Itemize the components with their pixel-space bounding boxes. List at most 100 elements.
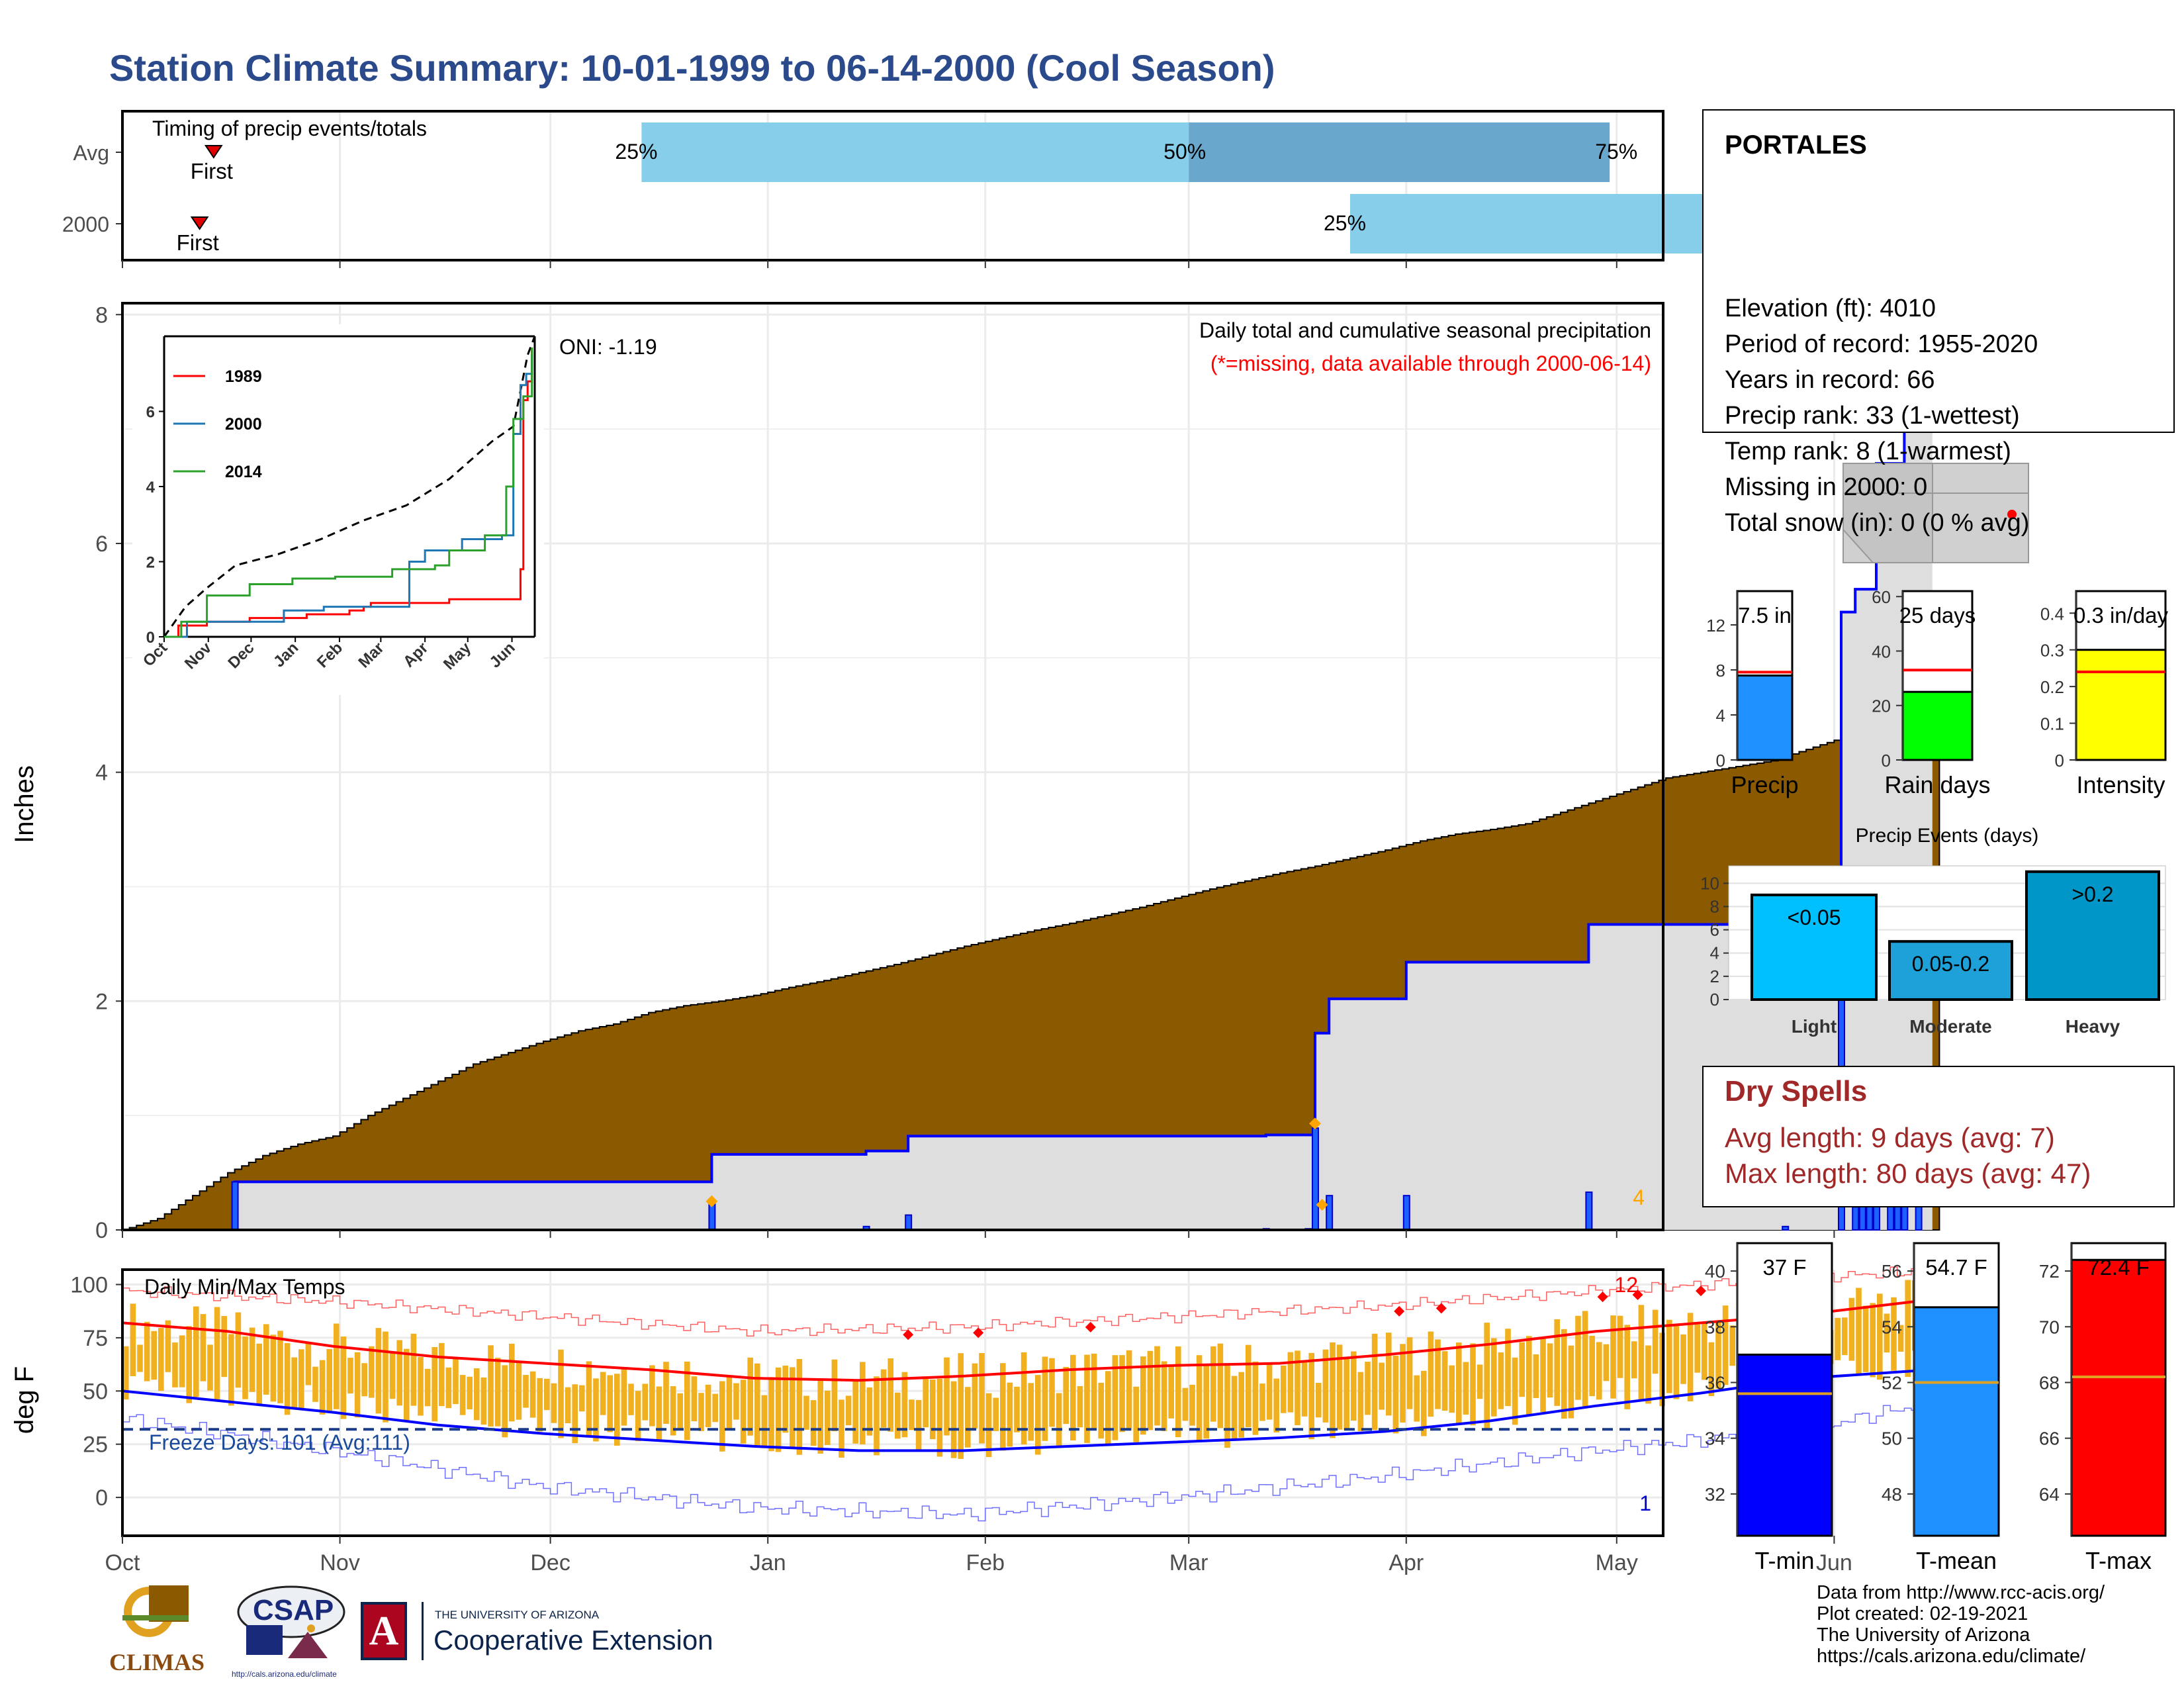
- precip-events-y-tick-label: 6: [1710, 920, 1719, 940]
- month-tick-label: Feb: [966, 1550, 1005, 1575]
- daily-temp-bar: [1042, 1356, 1048, 1441]
- daily-temp-bar: [1070, 1354, 1076, 1441]
- rain-days-gauge-y-tick-label: 60: [1872, 587, 1891, 607]
- temp-y-tick-label: 0: [95, 1485, 108, 1511]
- precip-event-bar-label: >0.2: [2071, 882, 2113, 906]
- daily-temp-bar: [544, 1378, 550, 1411]
- daily-temp-bar: [418, 1356, 424, 1416]
- daily-temp-bar: [424, 1368, 431, 1407]
- daily-temp-bar: [1519, 1342, 1525, 1397]
- daily-temp-bar: [726, 1376, 733, 1429]
- tmax-gauge-value-label: 72.4 F: [2087, 1255, 2150, 1280]
- daily-temp-bar: [691, 1376, 698, 1422]
- daily-temp-bar: [1266, 1362, 1273, 1420]
- page-title: Station Climate Summary: 10-01-1999 to 0…: [109, 47, 1275, 89]
- daily-temp-bar: [649, 1365, 655, 1427]
- daily-temp-bar: [1168, 1366, 1174, 1419]
- intensity-gauge-label: Intensity: [2076, 771, 2165, 798]
- inset-y-tick-label: 6: [146, 404, 155, 422]
- daily-precip-bar: [1326, 1195, 1334, 1231]
- daily-precip-bar: [1402, 1195, 1410, 1231]
- temp-panel-title: Daily Min/Max Temps: [144, 1275, 345, 1299]
- temp-y-axis-label: deg F: [10, 1366, 39, 1434]
- station-elevation: Elevation (ft): 4010: [1725, 295, 1936, 322]
- daily-temp-bar: [656, 1386, 662, 1440]
- daily-temp-bar: [1365, 1362, 1371, 1415]
- daily-precip-bar: [231, 1181, 239, 1231]
- daily-temp-bar: [1449, 1365, 1455, 1413]
- daily-temp-bar: [1175, 1346, 1181, 1438]
- daily-temp-bar: [852, 1380, 858, 1444]
- daily-temp-bar: [1386, 1333, 1392, 1416]
- daily-temp-bar: [635, 1391, 641, 1442]
- precip-event-category-label: Heavy: [2066, 1016, 2120, 1037]
- tmax-gauge-y-tick-label: 70: [2039, 1317, 2060, 1337]
- precip-event-bar: [1751, 893, 1878, 1002]
- daily-temp-bar: [172, 1342, 178, 1387]
- daily-temp-bar: [1512, 1357, 1518, 1425]
- record-high-marker: [1085, 1321, 1096, 1333]
- daily-temp-bar: [1007, 1382, 1013, 1447]
- station-info-box: PORTALES Elevation (ft): 4010 Period of …: [1702, 109, 2175, 537]
- daily-temp-bar: [1540, 1336, 1546, 1413]
- daily-temp-bar: [1428, 1331, 1434, 1417]
- first-event-marker: [190, 216, 209, 230]
- southwest-map: [1843, 463, 2029, 563]
- precip-events-title: Precip Events (days): [1856, 825, 2039, 847]
- daily-temp-bar: [1231, 1376, 1238, 1440]
- daily-temp-bar: [1238, 1372, 1244, 1438]
- daily-temp-bar: [965, 1387, 971, 1448]
- month-tick-label: Mar: [1169, 1550, 1208, 1575]
- dry-spells-title: Dry Spells: [1725, 1075, 1868, 1107]
- daily-temp-bar: [1884, 1313, 1890, 1353]
- tmean-gauge-y-tick-label: 56: [1882, 1261, 1902, 1282]
- daily-temp-bar: [1877, 1293, 1883, 1380]
- daily-temp-bar: [1624, 1325, 1630, 1409]
- daily-temp-bar: [817, 1380, 823, 1454]
- daily-temp-bar: [614, 1374, 620, 1446]
- inset-legend-label: 2000: [225, 415, 262, 434]
- daily-temp-bar: [761, 1395, 768, 1448]
- daily-temp-bar: [1702, 1323, 1707, 1380]
- daily-temp-bar: [1477, 1364, 1483, 1399]
- daily-temp-bar: [860, 1362, 866, 1444]
- tmin-gauge: 32 34 36 38 40 37 F T-min: [1705, 1242, 1833, 1574]
- daily-temp-bar: [509, 1343, 515, 1422]
- ua-letter-mark: A: [361, 1602, 407, 1660]
- daily-temp-bar: [249, 1327, 255, 1392]
- precip-panel-subtitle: (*=missing, data available through 2000-…: [1210, 352, 1651, 375]
- intensity-gauge-y-tick-label: 0.4: [2040, 604, 2064, 624]
- daily-temp-bar: [551, 1383, 557, 1423]
- daily-temp-bar: [839, 1399, 844, 1458]
- daily-temp-bar: [1281, 1365, 1287, 1413]
- daily-temp-bar: [796, 1359, 803, 1455]
- station-snow: Total snow (in): 0 (0 % avg): [1725, 509, 2030, 537]
- daily-temp-bar: [284, 1342, 291, 1415]
- daily-temp-bar: [474, 1368, 480, 1421]
- daily-temp-bar: [130, 1303, 136, 1376]
- daily-temp-bar: [1673, 1325, 1680, 1399]
- daily-temp-bar: [404, 1348, 410, 1422]
- daily-temp-bar: [985, 1393, 992, 1458]
- first-event-label: First: [177, 230, 219, 255]
- precip-y-axis-label: Inches: [10, 765, 39, 843]
- daily-temp-bar: [1105, 1371, 1111, 1444]
- station-name: PORTALES: [1725, 130, 1867, 160]
- precip-total-gauge-value-bar: [1736, 675, 1794, 761]
- record-high-marker: [1394, 1305, 1405, 1317]
- footer-credits: Data from http://www.rcc-acis.org/Plot c…: [1817, 1582, 2105, 1667]
- daily-temp-bar: [1652, 1309, 1659, 1374]
- temp-y-tick-label: 100: [70, 1273, 108, 1298]
- daily-temp-bar: [621, 1368, 627, 1426]
- daily-temp-bar: [200, 1314, 206, 1382]
- daily-temp-bar: [319, 1360, 326, 1415]
- daily-temp-bar: [593, 1378, 599, 1442]
- precip-corner-count: 4: [1633, 1186, 1645, 1209]
- record-high-marker: [1632, 1289, 1643, 1300]
- csap-logo-text: CSAP: [253, 1594, 334, 1626]
- tmax-gauge-y-tick-label: 68: [2039, 1372, 2060, 1393]
- month-tick-label: Jun: [1816, 1550, 1852, 1575]
- daily-temp-bar: [1456, 1342, 1462, 1425]
- timing-panel-border: [121, 110, 1664, 261]
- daily-temp-bar: [221, 1316, 227, 1378]
